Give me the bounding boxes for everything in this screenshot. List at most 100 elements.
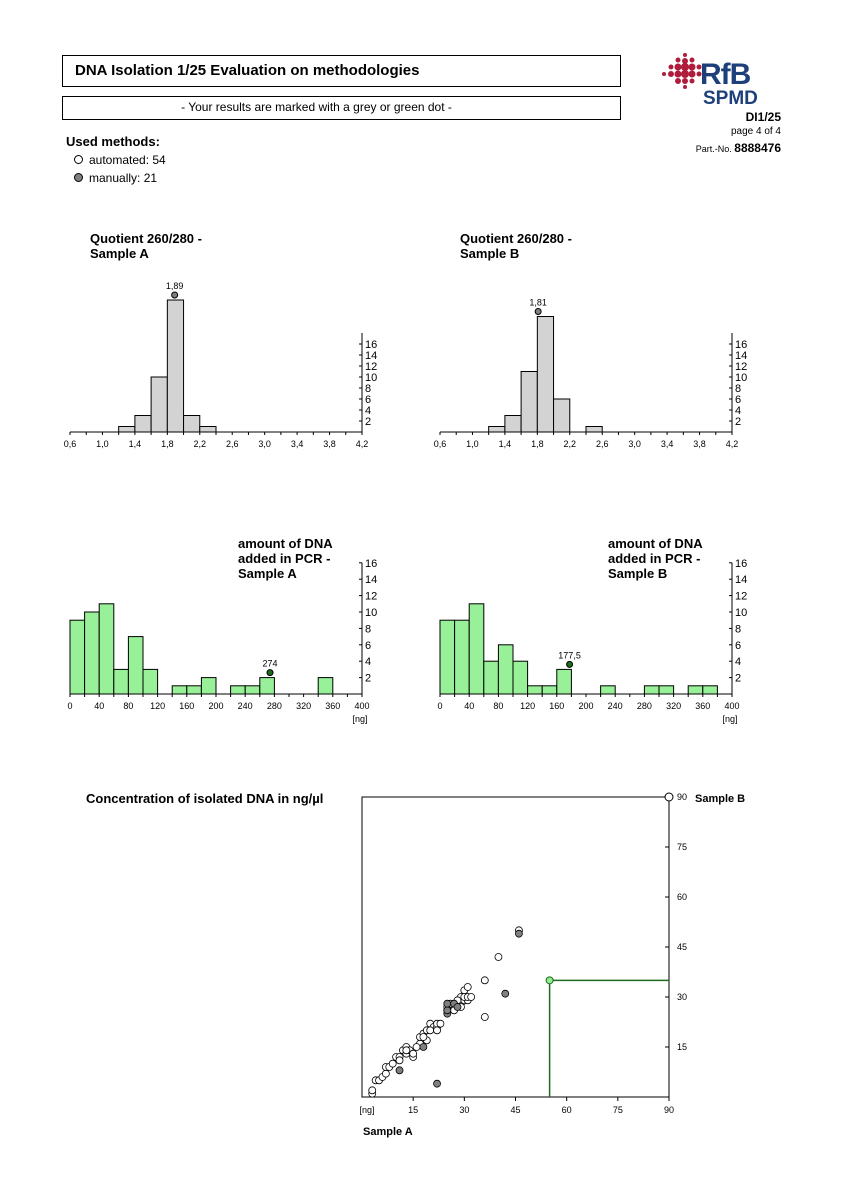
scatter-point [388,1059,397,1068]
amount-b-x-tick-label: 360 [695,701,710,711]
amount-b-y-tick-label: 2 [735,673,741,685]
amount-a-bar [230,685,246,695]
amount-a-x-tick-label: 400 [354,701,369,711]
amount-a-bar [244,685,261,695]
amount-a-bar [127,636,144,695]
quotient-b-x-tick-label: 1,4 [499,439,512,449]
scatter-x-tick-label: 75 [613,1105,623,1115]
quotient-b-y-tick-label: 10 [735,372,747,384]
legend-automated-label: automated: 54 [89,153,166,167]
amount-a-bar [171,685,188,695]
quotient-a-bar [199,426,217,433]
round-code: DI1/25 [745,110,781,124]
scatter-point [419,1033,428,1041]
quotient-a-y-tick-label: 4 [365,405,371,417]
amount-a-result-label: 274 [263,659,278,669]
scatter-axis-end-icon [664,792,674,802]
amount-a-bar [84,611,100,695]
amount-a-bar [259,677,275,695]
quotient-a-x-tick-label: 3,4 [291,439,304,449]
amount-b-x-tick-label: 400 [724,701,739,711]
amount-b-x-tick-label: 160 [549,701,564,711]
quotient-a-y-tick-label: 8 [365,383,371,395]
amount-b-title: amount of DNA added in PCR - Sample B [608,536,703,581]
amount-b-result-marker [566,660,574,668]
quotient-b-bar [504,415,522,433]
amount-b-bar [454,619,470,695]
scatter-point [368,1086,377,1095]
amount-a-y-tick-label: 2 [365,673,371,685]
amount-a-y-tick-label: 14 [365,574,377,586]
quotient-a-x-tick-label: 3,8 [323,439,336,449]
quotient-b-bar [520,371,538,433]
amount-b-bar [512,660,529,695]
quotient-a-bar [150,376,168,433]
part-number: 8888476 [734,141,781,155]
amount-b-x-tick-label: 120 [520,701,535,711]
quotient-b-bar [488,426,506,433]
quotient-b-y-tick-label: 4 [735,405,741,417]
amount-b-x-tick-label: 240 [608,701,623,711]
scatter-point [381,1069,390,1078]
amount-b-bar [468,603,485,695]
title-box: DNA Isolation 1/25 Evaluation on methodo… [62,55,621,87]
amount-a-x-tick-label: 80 [123,701,133,711]
logo-brand: RfB [700,58,751,91]
scatter-point [443,999,452,1008]
quotient-a-x-tick-label: 2,2 [194,439,207,449]
amount-a-x-tick-label: 280 [267,701,282,711]
quotient-b-y-tick-label: 12 [735,361,747,373]
scatter-point [501,989,510,998]
amount-b-bar [600,685,616,695]
quotient-a-y-tick-label: 6 [365,394,371,406]
legend-manually-label: manually: 21 [89,171,158,185]
scatter-y-tick-label: 15 [677,1042,687,1052]
amount-a-x-tick-label: 0 [67,701,72,711]
quotient-b-title: Quotient 260/280 - Sample B [460,231,572,261]
amount-b-result-label: 177,5 [558,650,581,660]
amount-b-y-tick-label: 14 [735,574,747,586]
white-dot-icon [74,155,83,164]
amount-b-bar [702,685,718,695]
amount-a-bar [142,668,159,695]
amount-a-bar [98,603,115,695]
quotient-b-y-tick-label: 2 [735,416,741,428]
scatter-point [409,1049,418,1058]
scatter-point [480,1013,489,1021]
amount-b-bar [643,685,660,695]
scatter-point [494,953,503,961]
amount-a-title: amount of DNA added in PCR - Sample A [238,536,333,581]
quotient-a-y-tick-label: 14 [365,350,377,362]
quotient-a-bar [183,415,201,433]
quotient-a-x-tick-label: 1,0 [96,439,109,449]
amount-a-y-tick-label: 8 [365,623,371,635]
scatter-point [515,929,523,938]
amount-b-x-tick-label: 80 [493,701,503,711]
scatter-y-tick-label: 30 [677,992,687,1002]
amount-a-result-marker [266,669,274,677]
scatter-point [463,983,472,991]
quotient-b-y-tick-label: 8 [735,383,741,395]
quotient-a-x-tick-label: 4,2 [356,439,369,449]
amount-a-bar [113,668,129,695]
quotient-b-x-tick-label: 2,2 [564,439,577,449]
rfb-logo [662,53,702,89]
amount-b-y-tick-label: 6 [735,640,741,652]
scatter-y-tick-label: 75 [677,842,687,852]
quotient-a-y-tick-label: 10 [365,372,377,384]
scatter-x-tick-label: 15 [408,1105,418,1115]
used-methods-label: Used methods: [66,134,160,149]
amount-b-x-tick-label: 0 [437,701,442,711]
page-title: DNA Isolation 1/25 Evaluation on methodo… [75,62,420,79]
scatter-x-tick-label: 60 [562,1105,572,1115]
amount-b-y-tick-label: 16 [735,558,747,570]
logo-sub: SPMD [703,88,758,109]
quotient-a-result-marker [171,291,179,299]
quotient-b-y-tick-label: 6 [735,394,741,406]
quotient-a-y-tick-label: 16 [365,339,377,351]
amount-b-bar [687,685,704,695]
amount-b-bar [527,685,543,695]
amount-a-y-tick-label: 6 [365,640,371,652]
scatter-result-marker [545,976,554,985]
quotient-b-x-tick-label: 0,6 [434,439,447,449]
